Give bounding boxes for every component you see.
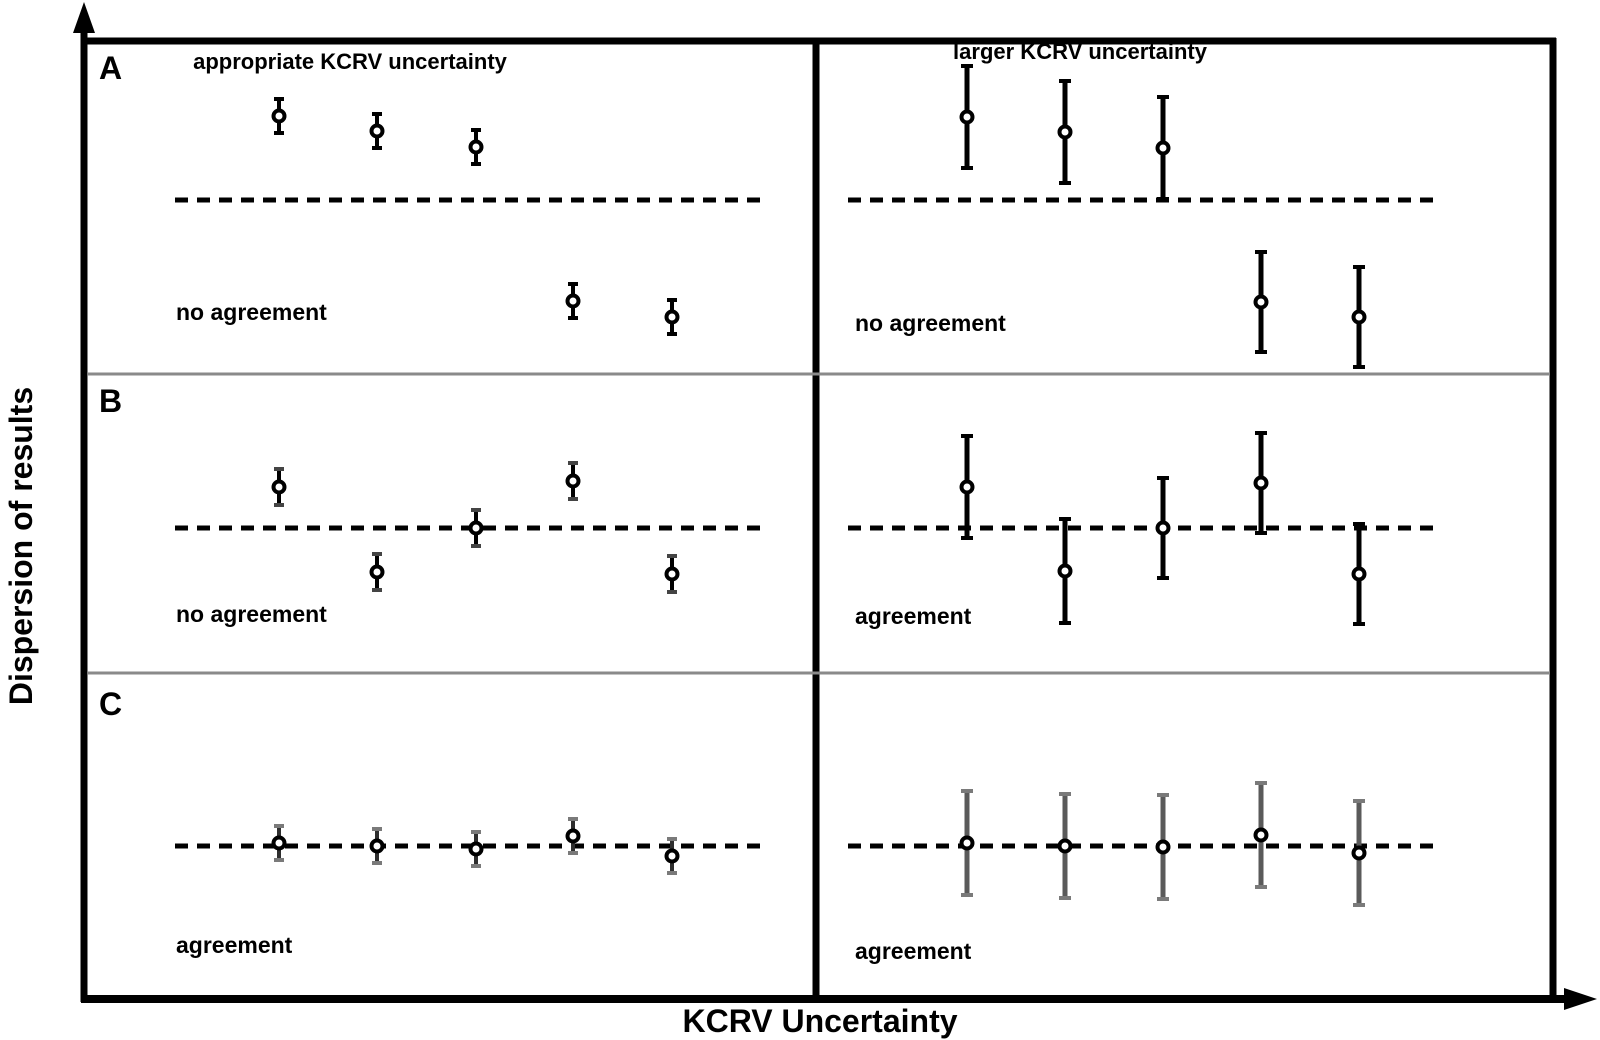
- annotation-a-right: no agreement: [855, 310, 1006, 336]
- panel-label-b: B: [99, 383, 123, 419]
- data-point-marker: [468, 139, 484, 155]
- data-point-marker: [565, 828, 581, 844]
- data-point-marker: [1057, 563, 1073, 579]
- y-axis-title: Dispersion of results: [3, 386, 39, 706]
- x-axis-arrow-icon: [1564, 988, 1597, 1010]
- data-point-marker: [1057, 124, 1073, 140]
- data-point-marker: [1351, 566, 1367, 582]
- data-point-marker: [664, 848, 680, 864]
- data-point-marker: [565, 293, 581, 309]
- data-point-marker: [1253, 294, 1269, 310]
- data-point-marker: [468, 520, 484, 536]
- column-header-right: larger KCRV uncertainty: [953, 39, 1207, 64]
- data-point-marker: [664, 309, 680, 325]
- annotation-c-right: agreement: [855, 938, 972, 964]
- data-point-marker: [369, 838, 385, 854]
- data-point-marker: [959, 109, 975, 125]
- data-point-marker: [1351, 845, 1367, 861]
- column-header-left: appropriate KCRV uncertainty: [193, 49, 507, 74]
- annotation-c-left: agreement: [176, 932, 293, 958]
- annotation-a-left: no agreement: [176, 299, 327, 325]
- data-point-marker: [959, 479, 975, 495]
- data-point-marker: [664, 566, 680, 582]
- y-axis-arrow-icon: [73, 2, 95, 33]
- data-point-marker: [468, 841, 484, 857]
- panels-layer: [175, 64, 1438, 907]
- data-point-marker: [1253, 475, 1269, 491]
- x-axis-title: KCRV Uncertainty: [682, 1003, 958, 1039]
- data-point-marker: [1155, 839, 1171, 855]
- panel-label-c: C: [99, 686, 123, 722]
- data-point-marker: [1057, 838, 1073, 854]
- annotation-b-left: no agreement: [176, 601, 327, 627]
- data-point-marker: [271, 479, 287, 495]
- data-point-marker: [959, 835, 975, 851]
- data-point-marker: [271, 835, 287, 851]
- annotation-b-right: agreement: [855, 603, 972, 629]
- data-point-marker: [1253, 827, 1269, 843]
- data-point-marker: [271, 108, 287, 124]
- data-point-marker: [369, 123, 385, 139]
- data-point-marker: [1351, 309, 1367, 325]
- data-point-marker: [369, 564, 385, 580]
- data-point-marker: [1155, 140, 1171, 156]
- data-point-marker: [1155, 520, 1171, 536]
- data-point-marker: [565, 473, 581, 489]
- panel-label-a: A: [99, 50, 123, 86]
